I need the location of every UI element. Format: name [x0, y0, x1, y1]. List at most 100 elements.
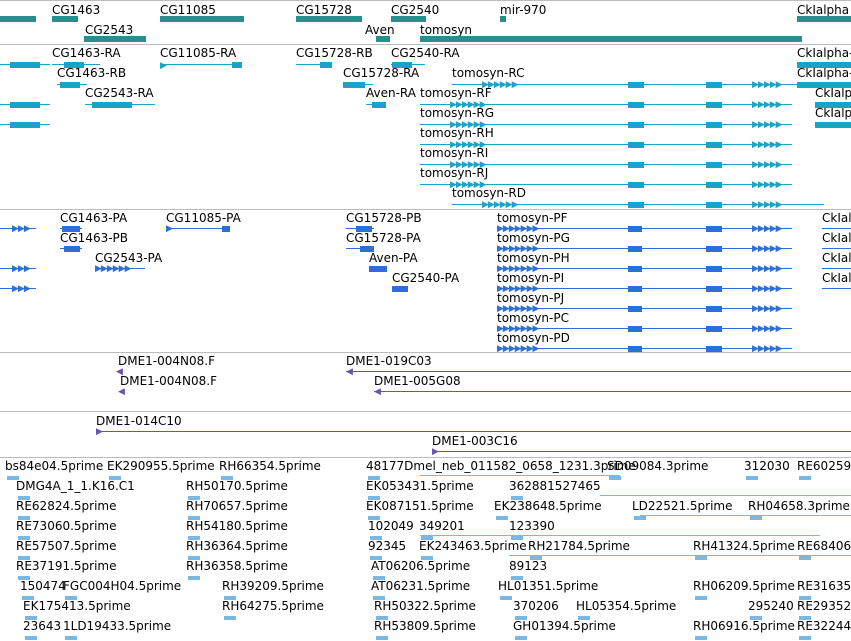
est-label[interactable]: RE60259: [797, 459, 851, 473]
transcript-exon[interactable]: [706, 122, 722, 128]
est-label[interactable]: AT06206.5prime: [371, 559, 471, 573]
transcript-exon[interactable]: [628, 182, 644, 188]
est-label[interactable]: RH66354.5prime: [219, 459, 321, 473]
est-label[interactable]: 295240: [748, 599, 794, 613]
transcript-label[interactable]: CkIalp: [815, 106, 851, 120]
est-exon[interactable]: [746, 476, 758, 480]
est-label[interactable]: 150474: [20, 579, 66, 593]
est-exon[interactable]: [109, 476, 121, 480]
est-exon[interactable]: [799, 476, 811, 480]
est-exon[interactable]: [511, 536, 523, 540]
transcript-exon[interactable]: [706, 142, 722, 148]
transcript-exon[interactable]: [628, 162, 644, 168]
gene-label[interactable]: Aven: [365, 23, 395, 37]
est-exon[interactable]: [799, 616, 811, 620]
transcript-exon[interactable]: [706, 162, 722, 168]
protein-exon[interactable]: [706, 286, 722, 292]
protein-exon[interactable]: [360, 246, 374, 252]
est-exon[interactable]: [25, 616, 37, 620]
est-label[interactable]: RH50170.5prime: [186, 479, 288, 493]
est-exon[interactable]: [224, 616, 236, 620]
est-exon[interactable]: [22, 596, 34, 600]
clone-label[interactable]: DME1-004N08.F: [120, 374, 218, 388]
est-exon[interactable]: [18, 536, 30, 540]
transcript-exon[interactable]: [60, 82, 80, 88]
est-label[interactable]: 48177Dmel_neb_011582_0658_1231.3prime: [366, 459, 636, 473]
est-label[interactable]: 123390: [509, 519, 555, 533]
gene-exon[interactable]: [500, 16, 506, 22]
est-exon[interactable]: [25, 636, 37, 640]
transcript-label[interactable]: tomosyn-RD: [452, 186, 526, 200]
est-label[interactable]: RH70657.5prime: [186, 499, 288, 513]
est-exon[interactable]: [799, 636, 811, 640]
est-exon[interactable]: [18, 516, 30, 520]
est-exon[interactable]: [750, 516, 762, 520]
transcript-label[interactable]: CkIalp: [815, 86, 851, 100]
gene-label[interactable]: mir-970: [500, 3, 547, 17]
est-exon[interactable]: [18, 496, 30, 500]
gene-exon[interactable]: [420, 36, 802, 42]
est-label[interactable]: bs84e04.5prime: [5, 459, 104, 473]
est-label[interactable]: RH36358.5prime: [186, 559, 288, 573]
protein-label[interactable]: CkIal: [822, 211, 851, 225]
est-exon[interactable]: [750, 616, 762, 620]
est-exon[interactable]: [500, 596, 512, 600]
est-exon[interactable]: [695, 636, 707, 640]
protein-exon[interactable]: [356, 226, 372, 232]
protein-exon[interactable]: [628, 226, 642, 232]
est-label[interactable]: EK238648.5prime: [494, 499, 602, 513]
est-label[interactable]: 92345: [368, 539, 407, 553]
est-label[interactable]: 349201: [419, 519, 465, 533]
transcript-label[interactable]: CG1463-RA: [52, 46, 121, 60]
est-exon[interactable]: [695, 556, 707, 560]
gene-label[interactable]: tomosyn: [420, 23, 473, 37]
protein-label[interactable]: CkIal: [822, 251, 851, 265]
est-exon[interactable]: [515, 636, 527, 640]
est-label[interactable]: RE73060.5prime: [16, 519, 117, 533]
est-label[interactable]: HL01351.5prime: [498, 579, 599, 593]
est-exon[interactable]: [578, 616, 590, 620]
protein-exon[interactable]: [628, 326, 642, 332]
transcript-exon[interactable]: [706, 182, 722, 188]
gene-exon[interactable]: [160, 16, 244, 22]
transcript-exon[interactable]: [815, 122, 851, 128]
protein-label[interactable]: CG2543-PA: [95, 251, 163, 265]
est-exon[interactable]: [224, 596, 236, 600]
est-label[interactable]: RH36364.5prime: [186, 539, 288, 553]
transcript-label[interactable]: CG1463-RB: [57, 66, 127, 80]
est-label[interactable]: EK053431.5prime: [366, 479, 474, 493]
protein-label[interactable]: CG1463-PB: [60, 231, 129, 245]
protein-label[interactable]: tomosyn-PG: [497, 231, 570, 245]
est-exon[interactable]: [421, 556, 433, 560]
protein-label[interactable]: tomosyn-PD: [497, 331, 570, 345]
est-exon[interactable]: [373, 576, 385, 580]
est-label[interactable]: LD22521.5prime: [632, 499, 733, 513]
est-label[interactable]: HL05354.5prime: [576, 599, 677, 613]
est-exon[interactable]: [421, 536, 433, 540]
est-label[interactable]: FGC004H04.5prime: [63, 579, 182, 593]
protein-label[interactable]: tomosyn-PH: [497, 251, 570, 265]
protein-exon[interactable]: [369, 266, 387, 272]
gene-exon[interactable]: [84, 36, 146, 42]
transcript-exon[interactable]: [815, 102, 851, 108]
transcript-exon[interactable]: [64, 62, 84, 68]
est-exon[interactable]: [373, 596, 385, 600]
transcript-exon[interactable]: [343, 82, 365, 88]
est-exon[interactable]: [496, 516, 508, 520]
protein-exon[interactable]: [706, 326, 722, 332]
protein-label[interactable]: tomosyn-PI: [497, 271, 565, 285]
clone-label[interactable]: DME1-019C03: [346, 354, 432, 368]
protein-exon[interactable]: [706, 346, 722, 352]
est-exon[interactable]: [695, 596, 707, 600]
est-exon[interactable]: [18, 556, 30, 560]
est-exon[interactable]: [511, 496, 523, 500]
transcript-label[interactable]: Aven-RA: [366, 86, 416, 100]
protein-label[interactable]: CG11085-PA: [166, 211, 241, 225]
est-label[interactable]: RE37191.5prime: [16, 559, 117, 573]
est-label[interactable]: EK290955.5prime: [107, 459, 215, 473]
est-label[interactable]: RH21784.5prime: [528, 539, 630, 553]
est-exon[interactable]: [799, 556, 811, 560]
transcript-exon[interactable]: [10, 102, 40, 108]
est-label[interactable]: GH01394.5prime: [513, 619, 616, 633]
est-label[interactable]: RH04658.3prime: [748, 499, 850, 513]
